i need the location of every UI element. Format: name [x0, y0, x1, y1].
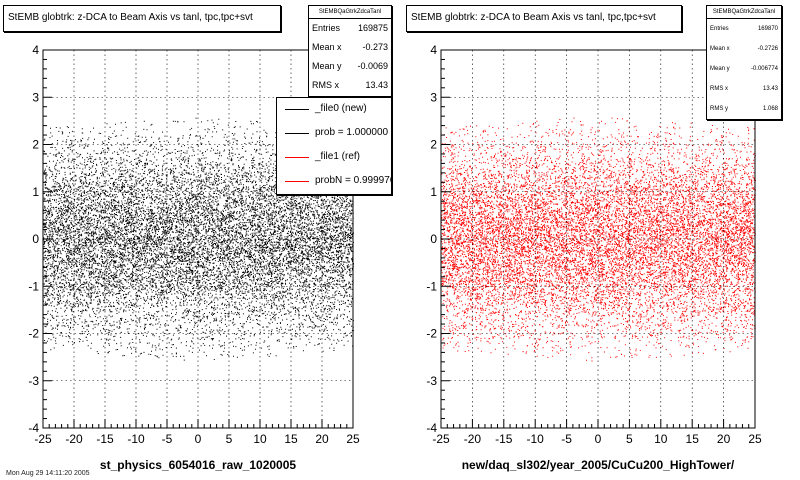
stats-label: Mean y	[312, 61, 342, 71]
y-tick-label: 4	[430, 43, 437, 57]
left-plot-title: StEMB globtrk: z-DCA to Beam Axis vs tan…	[3, 5, 281, 32]
legend-entry: prob = 1.000000	[277, 122, 391, 146]
footer-timestamp: Mon Aug 29 14:11:20 2005	[6, 470, 90, 477]
stats-label: Mean x	[710, 46, 730, 52]
stats-row: RMS x 13.43	[309, 76, 391, 95]
left-stats-name: StEMBQaGtrkZdcaTanl	[309, 6, 391, 19]
legend-line	[285, 109, 309, 110]
stats-label: RMS y	[710, 106, 728, 112]
left-stats-rows: Entries 169875 Mean x -0.273 Mean y -0.0069 RM…	[309, 19, 391, 95]
legend-label: probN = 0.999976	[315, 175, 392, 186]
right-stats-name: StEMBQaGtrkZdcaTanl	[707, 6, 781, 19]
stats-value: 13.43	[762, 86, 778, 92]
stats-row: Mean y -0.006774	[707, 59, 781, 79]
stats-value: -0.006774	[750, 66, 778, 72]
left-plot-title-text: StEMB globtrk: z-DCA to Beam Axis vs tan…	[8, 12, 253, 23]
y-tick-label: -4	[426, 421, 437, 435]
x-axis-label-1: new/daq_sl302/year_2005/CuCu200_HighTowe…	[462, 458, 735, 472]
x-tick-label: 10	[253, 432, 267, 446]
x-tick-label: -5	[162, 432, 173, 446]
x-tick-label: 20	[717, 432, 731, 446]
x-tick-label: -10	[127, 432, 145, 446]
stats-row: Mean x -0.2726	[707, 39, 781, 59]
legend-entry: _file0 (new)	[277, 98, 391, 122]
y-tick-label: -1	[28, 279, 39, 293]
stats-value: 1.068	[762, 106, 778, 112]
legend-entry: probN = 0.999976	[277, 170, 391, 194]
y-tick-label: 0	[32, 232, 39, 246]
stats-value: -0.0069	[357, 61, 388, 71]
stats-row: Entries 169870	[707, 19, 781, 39]
legend: _file0 (new) prob = 1.000000 _file1 (ref) p…	[276, 97, 392, 195]
legend-line	[285, 157, 309, 158]
right-plot-title: StEMB globtrk: z-DCA to Beam Axis vs tan…	[406, 5, 682, 32]
stats-row: Mean x -0.273	[309, 38, 391, 57]
stats-row: RMS y 1.068	[707, 99, 781, 119]
stats-value: -0.273	[362, 42, 388, 52]
x-tick-label: -25	[432, 432, 450, 446]
x-tick-label: 15	[686, 432, 700, 446]
y-tick-label: 2	[430, 138, 437, 152]
x-tick-label: -10	[527, 432, 545, 446]
stats-value: 169870	[757, 26, 778, 32]
plot-1: -25 -20 -15 -10 -5 0 5 10 15 20 25-4-3-2-101234new…	[426, 43, 762, 472]
x-tick-label: 5	[626, 432, 633, 446]
stats-value: 13.43	[365, 80, 388, 90]
legend-label: prob = 1.000000	[315, 127, 389, 138]
stats-value: 169875	[357, 23, 388, 33]
y-tick-label: 0	[430, 232, 437, 246]
x-tick-label: -5	[561, 432, 572, 446]
y-tick-label: 4	[32, 43, 39, 57]
y-tick-label: 2	[32, 138, 39, 152]
y-tick-label: -3	[28, 374, 39, 388]
legend-line	[285, 133, 309, 134]
legend-line	[285, 181, 309, 182]
y-tick-label: 1	[430, 185, 437, 199]
x-tick-label: 20	[315, 432, 329, 446]
left-stats-box: StEMBQaGtrkZdcaTanl Entries 169875 Mean x -…	[308, 5, 392, 97]
x-tick-label: 25	[346, 432, 360, 446]
x-tick-label: 25	[748, 432, 762, 446]
y-tick-label: -2	[426, 327, 437, 341]
stats-label: RMS x	[312, 80, 339, 90]
y-tick-label: 3	[32, 90, 39, 104]
x-axis-label-0: st_physics_6054016_raw_1020005	[100, 458, 296, 472]
scatter-points-0	[43, 117, 354, 361]
stats-value: -0.2726	[757, 46, 778, 52]
scatter-points-1	[441, 117, 756, 362]
x-tick-label: -20	[464, 432, 482, 446]
x-tick-label: -20	[65, 432, 83, 446]
y-tick-label: -4	[28, 421, 39, 435]
right-stats-box: StEMBQaGtrkZdcaTanl Entries 169870 Mean x -…	[706, 5, 782, 120]
y-tick-label: 3	[430, 90, 437, 104]
legend-entry: _file1 (ref)	[277, 146, 391, 170]
x-tick-label: -15	[495, 432, 513, 446]
y-tick-label: -1	[426, 279, 437, 293]
stats-label: Mean x	[312, 42, 342, 52]
x-tick-label: 15	[284, 432, 298, 446]
x-tick-label: 0	[195, 432, 202, 446]
stats-label: Entries	[710, 26, 729, 32]
x-tick-label: 0	[595, 432, 602, 446]
legend-label: _file1 (ref)	[315, 151, 361, 162]
x-tick-label: 10	[654, 432, 668, 446]
y-tick-label: -3	[426, 374, 437, 388]
legend-label: _file0 (new)	[315, 103, 367, 114]
stats-label: RMS x	[710, 86, 728, 92]
stats-label: Entries	[312, 23, 341, 33]
right-stats-rows: Entries 169870 Mean x -0.2726 Mean y -0.00677…	[707, 19, 781, 119]
y-tick-label: 1	[32, 185, 39, 199]
legend-rows: _file0 (new) prob = 1.000000 _file1 (ref) p…	[277, 98, 391, 194]
right-plot-title-text: StEMB globtrk: z-DCA to Beam Axis vs tan…	[411, 12, 656, 23]
stats-row: Mean y -0.0069	[309, 57, 391, 76]
stats-label: Mean y	[710, 66, 730, 72]
stats-row: Entries 169875	[309, 19, 391, 38]
x-tick-label: -25	[34, 432, 52, 446]
x-tick-label: 5	[226, 432, 233, 446]
stats-row: RMS x 13.43	[707, 79, 781, 99]
x-tick-label: -15	[96, 432, 114, 446]
y-tick-label: -2	[28, 327, 39, 341]
